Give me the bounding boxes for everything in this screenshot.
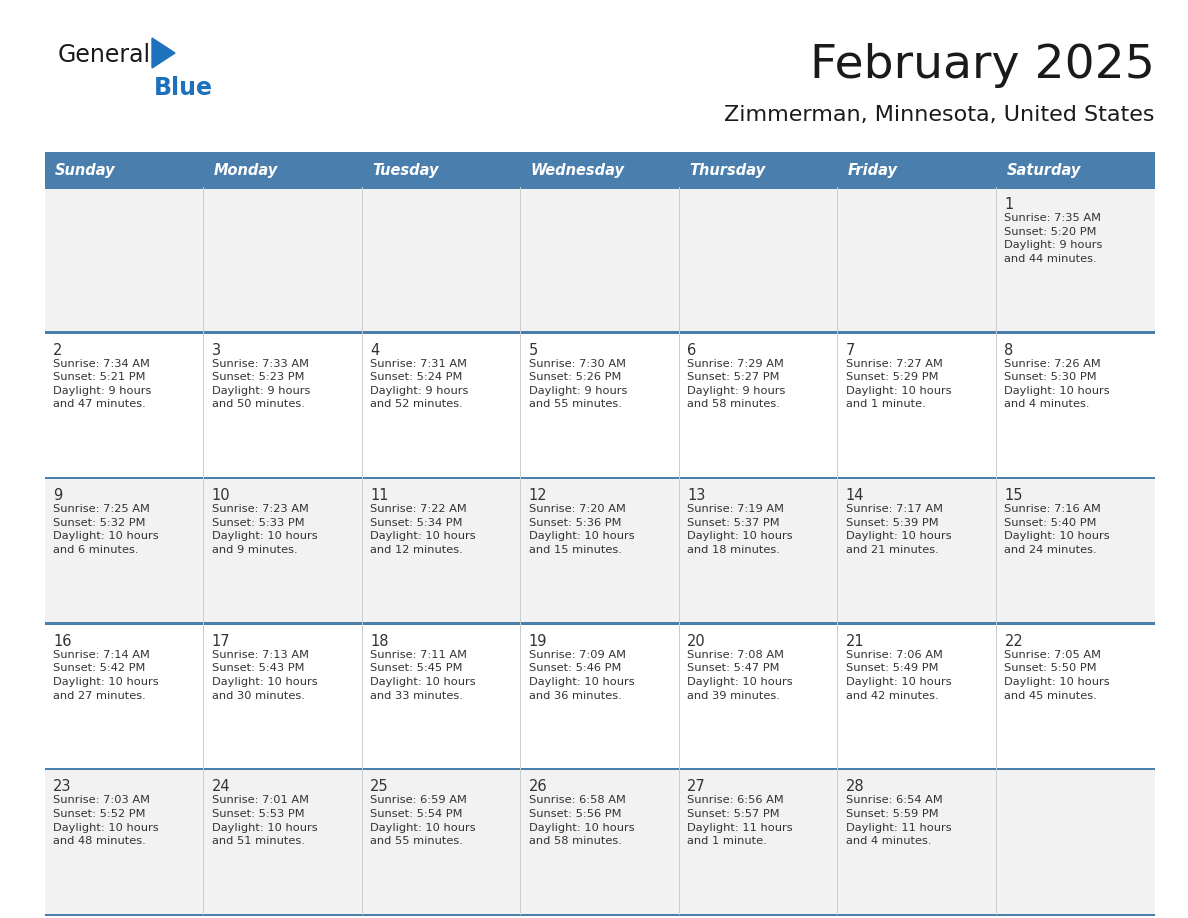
Text: 11: 11 [371,488,388,503]
Text: 22: 22 [1004,633,1023,649]
Text: General: General [58,43,151,67]
Text: 7: 7 [846,342,855,358]
Text: Wednesday: Wednesday [531,163,625,178]
Text: 21: 21 [846,633,865,649]
Bar [45,332,1155,478]
Text: 3: 3 [211,342,221,358]
Bar [838,155,997,187]
Bar [45,767,1155,770]
Bar [520,155,680,187]
Text: Sunrise: 6:58 AM
Sunset: 5:56 PM
Daylight: 10 hours
and 58 minutes.: Sunrise: 6:58 AM Sunset: 5:56 PM Dayligh… [529,795,634,846]
Text: Sunrise: 7:13 AM
Sunset: 5:43 PM
Daylight: 10 hours
and 30 minutes.: Sunrise: 7:13 AM Sunset: 5:43 PM Dayligh… [211,650,317,700]
Text: 19: 19 [529,633,548,649]
Text: Sunrise: 7:29 AM
Sunset: 5:27 PM
Daylight: 9 hours
and 58 minutes.: Sunrise: 7:29 AM Sunset: 5:27 PM Dayligh… [688,359,785,409]
Text: Sunrise: 7:31 AM
Sunset: 5:24 PM
Daylight: 9 hours
and 52 minutes.: Sunrise: 7:31 AM Sunset: 5:24 PM Dayligh… [371,359,468,409]
Text: 6: 6 [688,342,696,358]
Text: Sunrise: 7:33 AM
Sunset: 5:23 PM
Daylight: 9 hours
and 50 minutes.: Sunrise: 7:33 AM Sunset: 5:23 PM Dayligh… [211,359,310,409]
Text: Sunrise: 7:06 AM
Sunset: 5:49 PM
Daylight: 10 hours
and 42 minutes.: Sunrise: 7:06 AM Sunset: 5:49 PM Dayligh… [846,650,952,700]
Bar [680,155,838,187]
Text: 9: 9 [53,488,62,503]
Text: 16: 16 [53,633,71,649]
Text: Sunrise: 7:17 AM
Sunset: 5:39 PM
Daylight: 10 hours
and 21 minutes.: Sunrise: 7:17 AM Sunset: 5:39 PM Dayligh… [846,504,952,555]
Bar [45,155,203,187]
Text: Zimmerman, Minnesota, United States: Zimmerman, Minnesota, United States [725,105,1155,125]
Bar [45,769,1155,915]
Bar [997,155,1155,187]
Text: 15: 15 [1004,488,1023,503]
Text: 12: 12 [529,488,548,503]
Text: Blue: Blue [154,76,213,100]
Text: Sunrise: 7:35 AM
Sunset: 5:20 PM
Daylight: 9 hours
and 44 minutes.: Sunrise: 7:35 AM Sunset: 5:20 PM Dayligh… [1004,213,1102,263]
Text: 26: 26 [529,779,548,794]
Text: Sunrise: 7:23 AM
Sunset: 5:33 PM
Daylight: 10 hours
and 9 minutes.: Sunrise: 7:23 AM Sunset: 5:33 PM Dayligh… [211,504,317,555]
Bar [45,187,1155,189]
Text: 23: 23 [53,779,71,794]
Text: February 2025: February 2025 [810,42,1155,87]
Text: Monday: Monday [214,163,278,178]
Text: Sunrise: 7:25 AM
Sunset: 5:32 PM
Daylight: 10 hours
and 6 minutes.: Sunrise: 7:25 AM Sunset: 5:32 PM Dayligh… [53,504,159,555]
Text: Sunrise: 7:11 AM
Sunset: 5:45 PM
Daylight: 10 hours
and 33 minutes.: Sunrise: 7:11 AM Sunset: 5:45 PM Dayligh… [371,650,475,700]
Text: 17: 17 [211,633,230,649]
Bar [45,476,1155,479]
Bar [362,155,520,187]
Text: Sunrise: 7:26 AM
Sunset: 5:30 PM
Daylight: 10 hours
and 4 minutes.: Sunrise: 7:26 AM Sunset: 5:30 PM Dayligh… [1004,359,1110,409]
Text: Sunrise: 7:22 AM
Sunset: 5:34 PM
Daylight: 10 hours
and 12 minutes.: Sunrise: 7:22 AM Sunset: 5:34 PM Dayligh… [371,504,475,555]
Text: 14: 14 [846,488,865,503]
Text: Sunrise: 7:08 AM
Sunset: 5:47 PM
Daylight: 10 hours
and 39 minutes.: Sunrise: 7:08 AM Sunset: 5:47 PM Dayligh… [688,650,792,700]
Text: Sunrise: 7:09 AM
Sunset: 5:46 PM
Daylight: 10 hours
and 36 minutes.: Sunrise: 7:09 AM Sunset: 5:46 PM Dayligh… [529,650,634,700]
Bar [45,622,1155,625]
Polygon shape [152,38,175,68]
Text: 24: 24 [211,779,230,794]
Bar [45,331,1155,333]
Text: 28: 28 [846,779,865,794]
Text: 2: 2 [53,342,63,358]
Text: Sunrise: 7:27 AM
Sunset: 5:29 PM
Daylight: 10 hours
and 1 minute.: Sunrise: 7:27 AM Sunset: 5:29 PM Dayligh… [846,359,952,409]
Text: 20: 20 [688,633,706,649]
Text: Sunrise: 6:54 AM
Sunset: 5:59 PM
Daylight: 11 hours
and 4 minutes.: Sunrise: 6:54 AM Sunset: 5:59 PM Dayligh… [846,795,952,846]
Text: Sunrise: 7:14 AM
Sunset: 5:42 PM
Daylight: 10 hours
and 27 minutes.: Sunrise: 7:14 AM Sunset: 5:42 PM Dayligh… [53,650,159,700]
Bar [45,187,1155,332]
Text: Tuesday: Tuesday [372,163,438,178]
Text: Sunrise: 7:30 AM
Sunset: 5:26 PM
Daylight: 9 hours
and 55 minutes.: Sunrise: 7:30 AM Sunset: 5:26 PM Dayligh… [529,359,627,409]
Text: Sunrise: 7:19 AM
Sunset: 5:37 PM
Daylight: 10 hours
and 18 minutes.: Sunrise: 7:19 AM Sunset: 5:37 PM Dayligh… [688,504,792,555]
Text: Sunrise: 7:16 AM
Sunset: 5:40 PM
Daylight: 10 hours
and 24 minutes.: Sunrise: 7:16 AM Sunset: 5:40 PM Dayligh… [1004,504,1110,555]
Bar [203,155,362,187]
Bar [45,478,1155,624]
Text: Sunrise: 7:03 AM
Sunset: 5:52 PM
Daylight: 10 hours
and 48 minutes.: Sunrise: 7:03 AM Sunset: 5:52 PM Dayligh… [53,795,159,846]
Text: Thursday: Thursday [689,163,765,178]
Text: 8: 8 [1004,342,1013,358]
Text: Sunrise: 7:01 AM
Sunset: 5:53 PM
Daylight: 10 hours
and 51 minutes.: Sunrise: 7:01 AM Sunset: 5:53 PM Dayligh… [211,795,317,846]
Text: 13: 13 [688,488,706,503]
Bar [45,152,1155,155]
Text: Sunrise: 7:34 AM
Sunset: 5:21 PM
Daylight: 9 hours
and 47 minutes.: Sunrise: 7:34 AM Sunset: 5:21 PM Dayligh… [53,359,151,409]
Text: 18: 18 [371,633,388,649]
Text: Sunrise: 6:59 AM
Sunset: 5:54 PM
Daylight: 10 hours
and 55 minutes.: Sunrise: 6:59 AM Sunset: 5:54 PM Dayligh… [371,795,475,846]
Text: 1: 1 [1004,197,1013,212]
Text: Saturday: Saturday [1006,163,1081,178]
Text: 4: 4 [371,342,379,358]
Text: Sunrise: 7:20 AM
Sunset: 5:36 PM
Daylight: 10 hours
and 15 minutes.: Sunrise: 7:20 AM Sunset: 5:36 PM Dayligh… [529,504,634,555]
Text: Sunrise: 6:56 AM
Sunset: 5:57 PM
Daylight: 11 hours
and 1 minute.: Sunrise: 6:56 AM Sunset: 5:57 PM Dayligh… [688,795,792,846]
Bar [45,624,1155,769]
Text: Sunday: Sunday [55,163,115,178]
Text: 5: 5 [529,342,538,358]
Text: 10: 10 [211,488,230,503]
Bar [45,913,1155,916]
Text: 25: 25 [371,779,388,794]
Text: Sunrise: 7:05 AM
Sunset: 5:50 PM
Daylight: 10 hours
and 45 minutes.: Sunrise: 7:05 AM Sunset: 5:50 PM Dayligh… [1004,650,1110,700]
Text: 27: 27 [688,779,706,794]
Text: Friday: Friday [848,163,898,178]
